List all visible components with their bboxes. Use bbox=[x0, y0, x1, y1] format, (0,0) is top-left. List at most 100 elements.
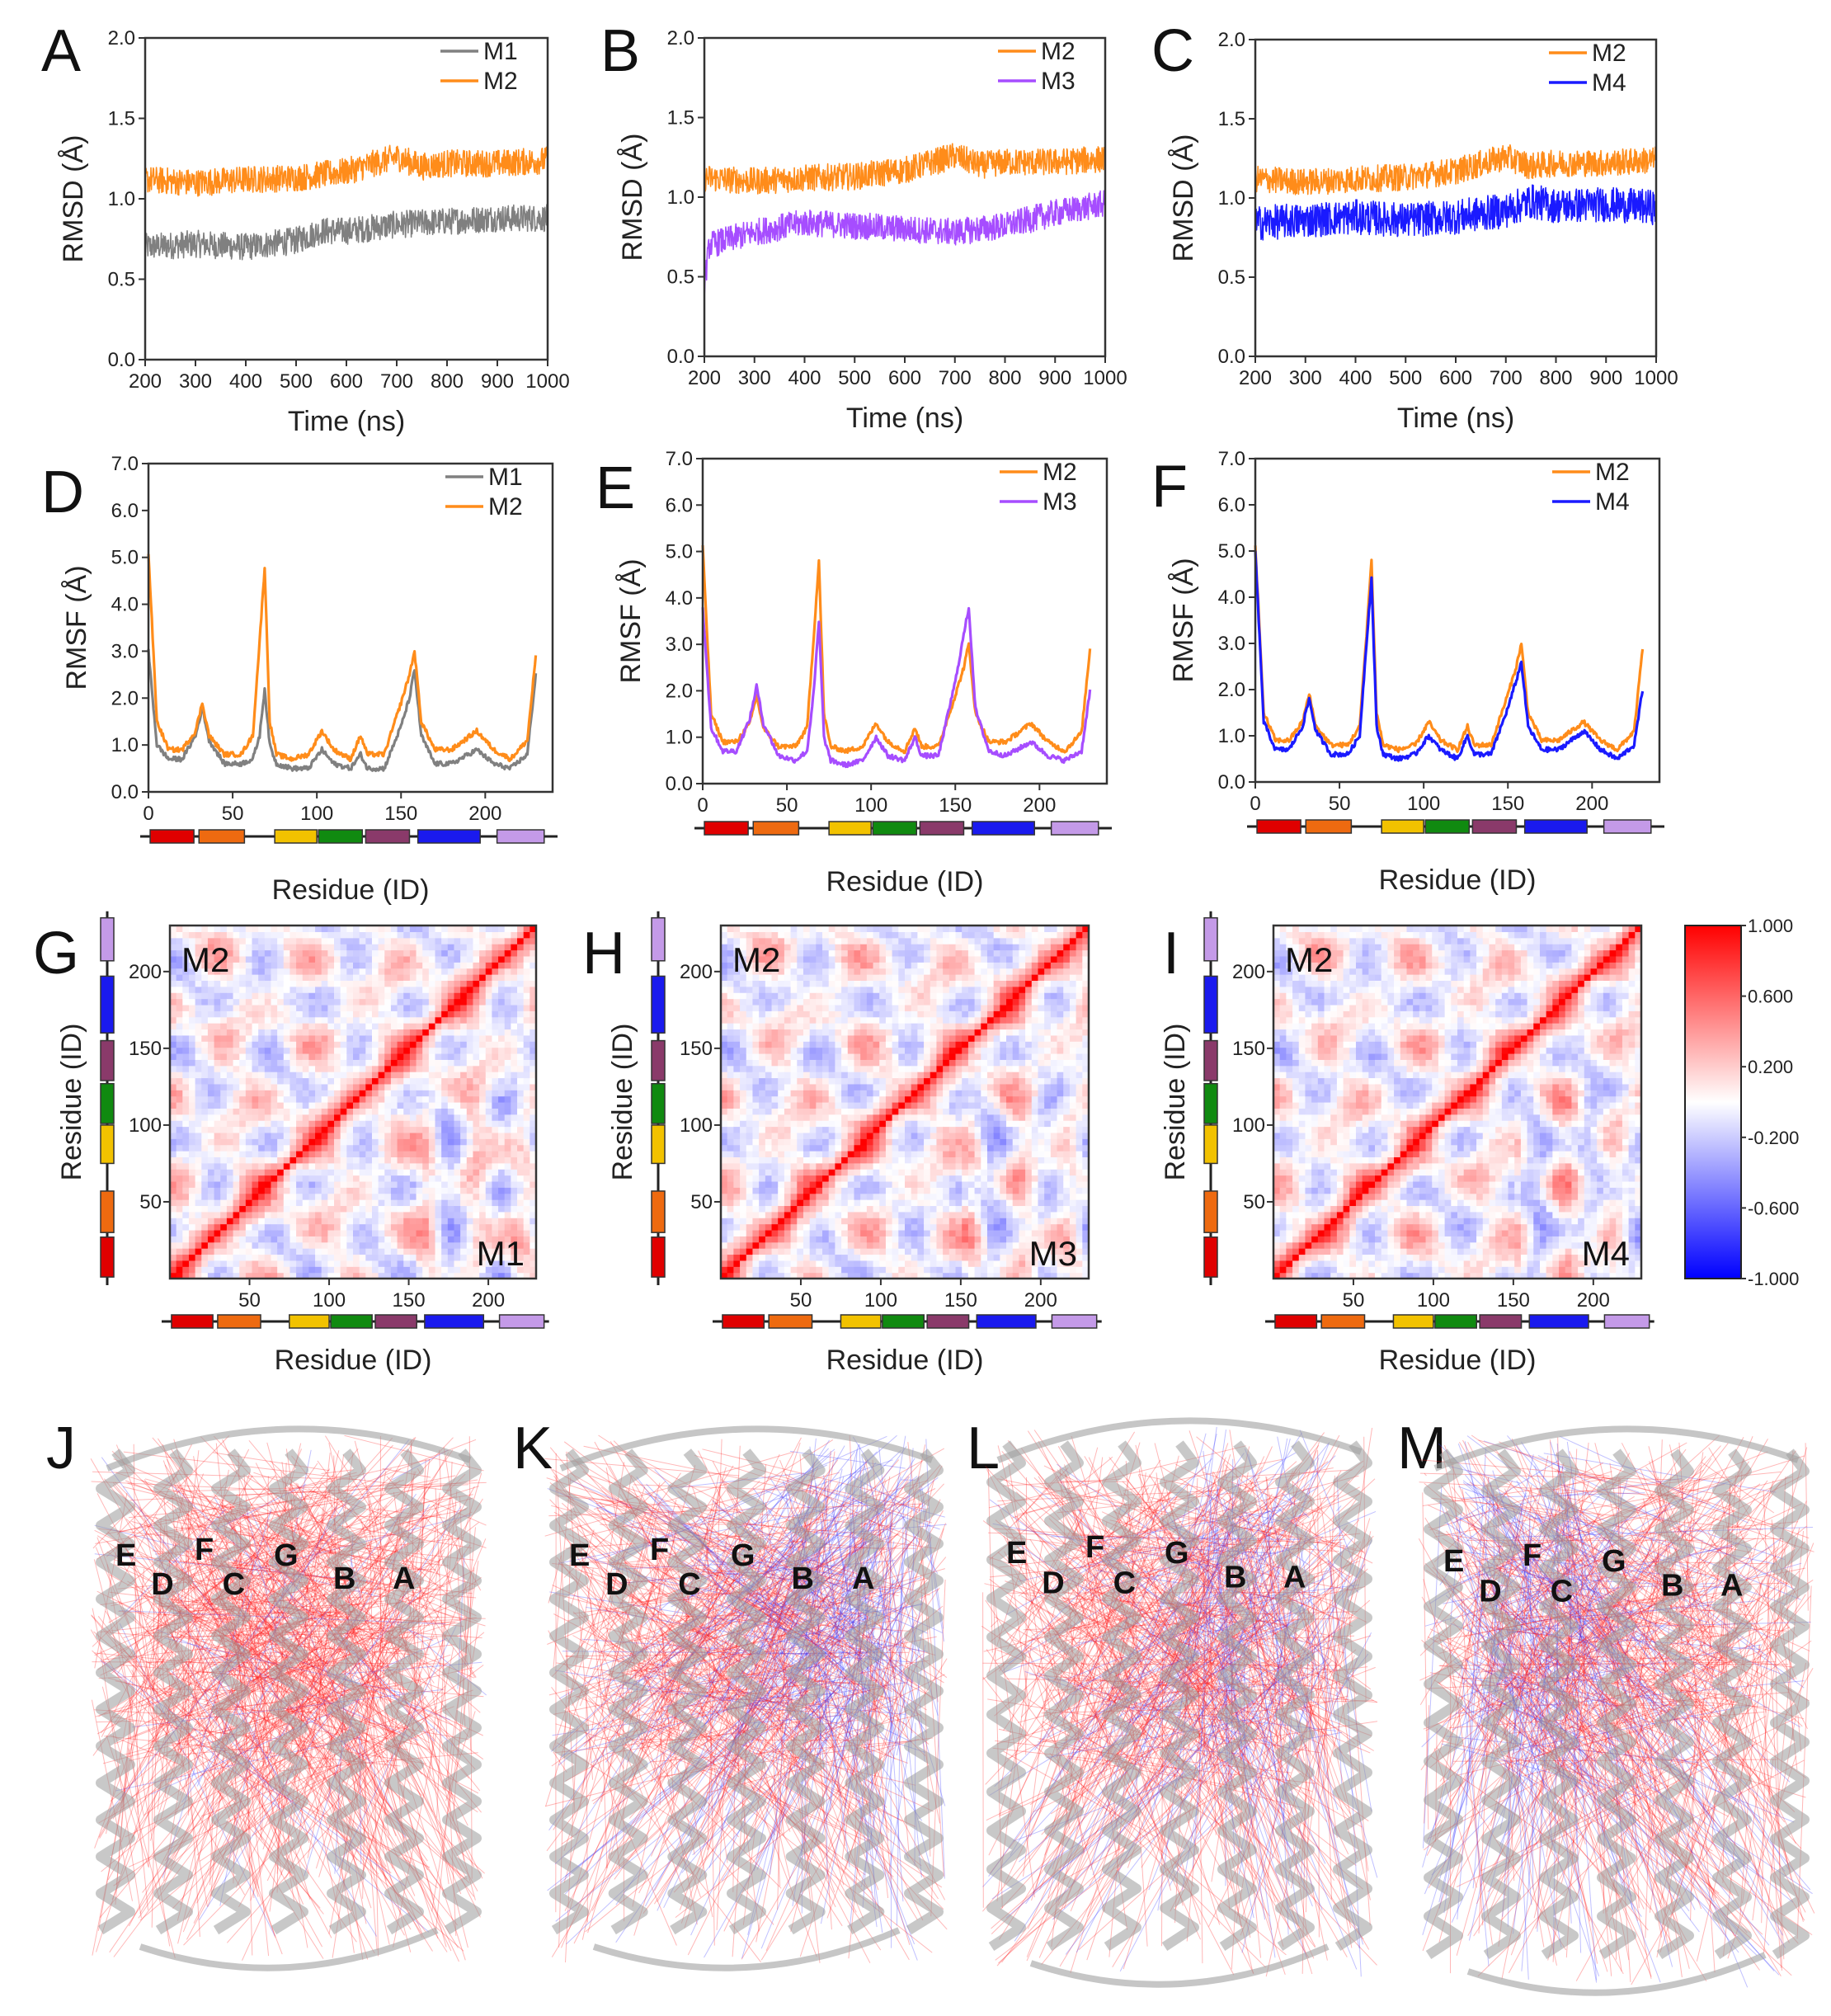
heat-cell bbox=[816, 1169, 823, 1176]
heat-cell bbox=[759, 1090, 766, 1097]
heat-cell bbox=[195, 1223, 202, 1231]
heat-cell bbox=[201, 1151, 209, 1158]
heat-cell bbox=[460, 980, 468, 987]
heat-cell bbox=[847, 1223, 855, 1231]
heat-cell bbox=[271, 1023, 278, 1030]
heat-cell bbox=[511, 1077, 518, 1085]
heat-cell bbox=[409, 1010, 417, 1018]
heat-cell bbox=[416, 1229, 423, 1236]
heat-cell bbox=[854, 949, 861, 957]
heat-cell bbox=[201, 1205, 209, 1213]
heat-cell bbox=[371, 1151, 379, 1158]
heat-cell bbox=[784, 1090, 792, 1097]
panel-letter-B: B bbox=[600, 18, 640, 84]
heat-cell bbox=[441, 1266, 449, 1274]
heat-cell bbox=[252, 1241, 259, 1249]
heat-cell bbox=[460, 1120, 468, 1128]
heat-cell bbox=[797, 1077, 804, 1085]
heat-cell bbox=[771, 986, 779, 993]
heat-cell bbox=[353, 1272, 360, 1279]
heat-cell bbox=[517, 1169, 525, 1176]
heat-cell bbox=[226, 992, 234, 1000]
heat-cell bbox=[479, 1229, 487, 1236]
heat-cell bbox=[523, 937, 530, 944]
heat-cell bbox=[479, 992, 487, 1000]
heat-cell bbox=[733, 1138, 741, 1146]
heat-cell bbox=[746, 1254, 754, 1261]
heat-cell bbox=[252, 986, 259, 993]
heat-cell bbox=[441, 962, 449, 969]
heat-cell bbox=[296, 1029, 304, 1036]
heat-cell bbox=[245, 1180, 253, 1188]
heat-cell bbox=[485, 1272, 493, 1279]
heat-cell bbox=[492, 998, 499, 1006]
heat-cell bbox=[428, 980, 436, 987]
heat-cell bbox=[752, 1083, 760, 1090]
heat-cell bbox=[170, 974, 177, 982]
heat-cell bbox=[384, 968, 392, 975]
heat-cell bbox=[371, 1072, 379, 1079]
heat-cell bbox=[498, 1169, 506, 1176]
heat-cell bbox=[835, 1023, 842, 1030]
heat-cell bbox=[441, 1034, 449, 1042]
heat-cell bbox=[346, 937, 354, 944]
heat-cell bbox=[759, 1065, 766, 1072]
heat-cell bbox=[409, 1090, 417, 1097]
y-tick-label: 2.0 bbox=[1218, 29, 1245, 51]
heat-cell bbox=[302, 1132, 310, 1139]
heat-cell bbox=[226, 998, 234, 1006]
heat-cell bbox=[498, 974, 506, 982]
heat-cell bbox=[296, 1205, 304, 1213]
heat-cell bbox=[778, 1180, 785, 1188]
heat-cell bbox=[182, 998, 190, 1006]
heat-cell bbox=[847, 1065, 855, 1072]
heat-cell bbox=[765, 1162, 773, 1170]
heat-cell bbox=[371, 955, 379, 963]
heat-cell bbox=[740, 1236, 747, 1243]
heat-cell bbox=[809, 962, 817, 969]
heat-cell bbox=[403, 1266, 411, 1274]
heat-cell bbox=[447, 1114, 455, 1121]
heat-cell bbox=[835, 1260, 842, 1267]
heat-cell bbox=[315, 1004, 322, 1011]
heat-cell bbox=[498, 992, 506, 1000]
heat-cell bbox=[530, 1120, 537, 1128]
x-tick-label: 600 bbox=[888, 367, 921, 389]
heat-cell bbox=[454, 1108, 461, 1115]
heat-cell bbox=[530, 1029, 537, 1036]
heat-cell bbox=[207, 968, 215, 975]
heat-cell bbox=[498, 1266, 506, 1274]
heat-cell bbox=[854, 1241, 861, 1249]
heat-cell bbox=[504, 1218, 511, 1225]
heat-cell bbox=[359, 998, 366, 1006]
heat-cell bbox=[252, 1156, 259, 1164]
heat-cell bbox=[790, 1023, 798, 1030]
x-tick-label: 700 bbox=[380, 370, 413, 393]
heat-cell bbox=[334, 926, 341, 932]
heat-cell bbox=[771, 955, 779, 963]
heat-cell bbox=[176, 998, 183, 1006]
heat-cell bbox=[239, 1120, 247, 1128]
heat-cell bbox=[498, 1108, 506, 1115]
heat-cell bbox=[371, 1175, 379, 1182]
heat-cell bbox=[397, 1059, 404, 1067]
heat-cell bbox=[176, 974, 183, 982]
heat-cell bbox=[454, 1041, 461, 1048]
heat-cell bbox=[740, 1175, 747, 1182]
heat-cell bbox=[828, 998, 836, 1006]
heat-cell bbox=[296, 1047, 304, 1054]
heat-cell bbox=[371, 1114, 379, 1121]
heat-cell bbox=[759, 1132, 766, 1139]
heat-cell bbox=[378, 1132, 385, 1139]
heat-cell bbox=[296, 980, 304, 987]
heat-cell bbox=[409, 1248, 417, 1255]
heat-cell bbox=[485, 1229, 493, 1236]
heat-cell bbox=[797, 1151, 804, 1158]
heat-cell bbox=[517, 931, 525, 939]
heat-cell bbox=[397, 1120, 404, 1128]
heat-cell bbox=[797, 1211, 804, 1218]
heat-cell bbox=[321, 1187, 328, 1194]
heat-cell bbox=[517, 1023, 525, 1030]
heat-cell bbox=[473, 1218, 480, 1225]
heat-cell bbox=[170, 1248, 177, 1255]
